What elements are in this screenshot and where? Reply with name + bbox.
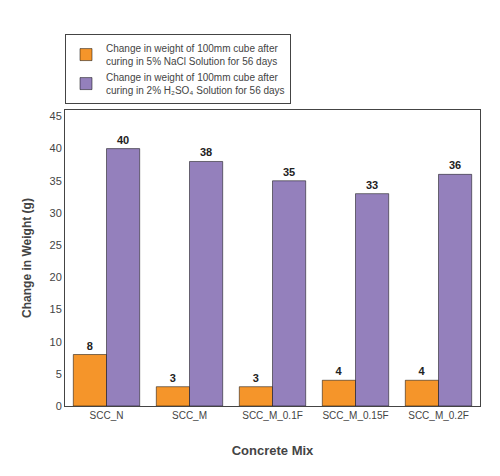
svg-text:5: 5 [56, 368, 62, 380]
svg-text:Change in Weight (g): Change in Weight (g) [20, 198, 34, 318]
svg-text:15: 15 [50, 303, 62, 315]
svg-text:36: 36 [449, 159, 461, 171]
svg-text:SCC_N: SCC_N [90, 410, 124, 421]
svg-text:3: 3 [253, 372, 259, 384]
svg-text:0: 0 [56, 400, 62, 412]
svg-text:4: 4 [335, 365, 342, 377]
svg-text:Change in weight of 100mm cube: Change in weight of 100mm cube aftercuri… [106, 72, 285, 96]
svg-text:Change in weight of 100mm cube: Change in weight of 100mm cube aftercuri… [106, 43, 278, 67]
svg-text:SCC_M_0.1F: SCC_M_0.1F [242, 410, 303, 421]
svg-text:40: 40 [50, 142, 62, 154]
svg-text:SCC_M_0.2F: SCC_M_0.2F [408, 410, 469, 421]
svg-text:33: 33 [366, 179, 378, 191]
svg-text:SCC_M_0.15F: SCC_M_0.15F [322, 410, 388, 421]
svg-text:4: 4 [418, 365, 425, 377]
svg-text:38: 38 [200, 146, 212, 158]
svg-text:8: 8 [87, 340, 93, 352]
svg-text:30: 30 [50, 207, 62, 219]
svg-text:10: 10 [50, 336, 62, 348]
svg-text:25: 25 [50, 239, 62, 251]
svg-text:45: 45 [50, 110, 62, 122]
svg-text:20: 20 [50, 271, 62, 283]
svg-text:35: 35 [283, 166, 295, 178]
svg-text:35: 35 [50, 175, 62, 187]
svg-text:40: 40 [117, 134, 129, 146]
svg-text:SCC_M: SCC_M [172, 410, 207, 421]
svg-text:Concrete Mix: Concrete Mix [232, 443, 314, 458]
svg-text:3: 3 [170, 372, 176, 384]
